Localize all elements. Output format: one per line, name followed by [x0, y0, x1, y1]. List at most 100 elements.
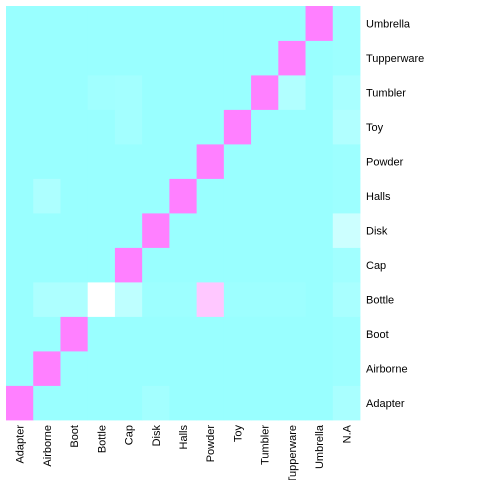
cell-tupperware-adapter [6, 40, 34, 76]
cell-toy-n-a [332, 109, 361, 145]
cell-boot-n-a [332, 316, 361, 352]
cell-disk-cap [114, 213, 143, 248]
cell-cap-halls [169, 247, 198, 283]
cell-disk-bottle [87, 213, 116, 248]
cell-cap-umbrella [305, 247, 334, 283]
cell-powder-disk [142, 144, 170, 179]
cell-adapter-n-a [332, 385, 361, 421]
cell-airborne-n-a [332, 351, 361, 386]
x-tick-label-toy: Toy [232, 425, 244, 443]
cell-airborne-bottle [87, 351, 116, 386]
cell-tupperware-tupperware [278, 40, 306, 76]
cell-toy-tumbler [251, 109, 279, 145]
cell-powder-bottle [87, 144, 116, 179]
cell-halls-umbrella [305, 178, 334, 214]
cell-tupperware-bottle [87, 40, 116, 76]
cell-umbrella-cap [114, 6, 143, 41]
cell-tumbler-powder [196, 75, 225, 110]
cell-toy-disk [142, 109, 170, 145]
cell-toy-halls [169, 109, 198, 145]
cell-boot-boot [60, 316, 89, 352]
cell-toy-umbrella [305, 109, 334, 145]
y-tick-label-tupperware: Tupperware [366, 53, 424, 65]
cell-bottle-umbrella [305, 282, 334, 317]
cell-cap-boot [60, 247, 89, 283]
cell-disk-n-a [332, 213, 361, 248]
x-tick-label-boot: Boot [69, 425, 81, 448]
cell-bottle-tumbler [251, 282, 279, 317]
cell-halls-boot [60, 178, 89, 214]
cell-tupperware-tumbler [251, 40, 279, 76]
cell-halls-toy [223, 178, 252, 214]
cell-umbrella-halls [169, 6, 198, 41]
cell-cap-n-a [332, 247, 361, 283]
cell-bottle-powder [196, 282, 225, 317]
cell-tumbler-umbrella [305, 75, 334, 110]
cell-halls-bottle [87, 178, 116, 214]
cell-cap-toy [223, 247, 252, 283]
y-tick-label-tumbler: Tumbler [366, 87, 406, 99]
y-tick-label-disk: Disk [366, 225, 388, 237]
cell-cap-bottle [87, 247, 116, 283]
cell-umbrella-powder [196, 6, 225, 41]
cell-halls-halls [169, 178, 198, 214]
y-tick-label-umbrella: Umbrella [366, 18, 411, 30]
cell-adapter-umbrella [305, 385, 334, 421]
cell-adapter-powder [196, 385, 225, 421]
cell-bottle-disk [142, 282, 170, 317]
y-tick-label-halls: Halls [366, 191, 391, 203]
x-axis-labels: Adapter Airborne Boot Bottle Cap Disk Halls Pow… [15, 424, 354, 480]
cell-tumbler-tumbler [251, 75, 279, 110]
cell-adapter-airborne [33, 385, 61, 421]
cell-toy-boot [60, 109, 89, 145]
cell-disk-adapter [6, 213, 34, 248]
cell-bottle-cap [114, 282, 143, 317]
cell-powder-n-a [332, 144, 361, 179]
cell-adapter-boot [60, 385, 89, 421]
cell-toy-airborne [33, 109, 61, 145]
cell-adapter-cap [114, 385, 143, 421]
cell-halls-n-a [332, 178, 361, 214]
cell-umbrella-toy [223, 6, 252, 41]
cell-halls-disk [142, 178, 170, 214]
cell-toy-bottle [87, 109, 116, 145]
y-tick-label-adapter: Adapter [366, 398, 405, 410]
cell-cap-tupperware [278, 247, 306, 283]
cell-bottle-n-a [332, 282, 361, 317]
heatmap-cells [6, 6, 361, 421]
x-tick-label-tupperware: Tupperware [287, 425, 299, 480]
cell-disk-powder [196, 213, 225, 248]
y-axis-labels: Adapter Airborne Boot Bottle Cap Disk Halls Pow… [366, 18, 424, 410]
cell-tumbler-bottle [87, 75, 116, 110]
x-tick-label-n-a: N.A [341, 424, 353, 443]
cell-disk-boot [60, 213, 89, 248]
cell-adapter-tupperware [278, 385, 306, 421]
cell-tumbler-cap [114, 75, 143, 110]
cell-halls-cap [114, 178, 143, 214]
cell-boot-halls [169, 316, 198, 352]
cell-cap-tumbler [251, 247, 279, 283]
cell-boot-powder [196, 316, 225, 352]
cell-cap-airborne [33, 247, 61, 283]
cell-powder-powder [196, 144, 225, 179]
cell-adapter-halls [169, 385, 198, 421]
cell-umbrella-boot [60, 6, 89, 41]
cell-tupperware-umbrella [305, 40, 334, 76]
cell-boot-cap [114, 316, 143, 352]
cell-bottle-toy [223, 282, 252, 317]
cell-bottle-adapter [6, 282, 34, 317]
cell-boot-tupperware [278, 316, 306, 352]
cell-bottle-boot [60, 282, 89, 317]
cell-disk-tumbler [251, 213, 279, 248]
cell-boot-disk [142, 316, 170, 352]
cell-umbrella-bottle [87, 6, 116, 41]
cell-boot-toy [223, 316, 252, 352]
cell-tupperware-powder [196, 40, 225, 76]
y-tick-label-powder: Powder [366, 156, 404, 168]
cell-tumbler-tupperware [278, 75, 306, 110]
cell-boot-tumbler [251, 316, 279, 352]
cell-tupperware-halls [169, 40, 198, 76]
cell-cap-powder [196, 247, 225, 283]
x-tick-label-halls: Halls [178, 425, 190, 450]
